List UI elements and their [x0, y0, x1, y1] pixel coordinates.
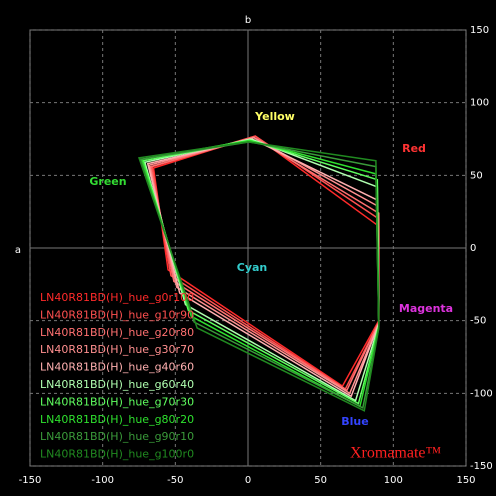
legend-entry: LN40R81BD(H)_hue_g30r70	[40, 343, 194, 356]
vertex-annotation: Yellow	[254, 110, 295, 123]
brand-label: Xromamate™	[350, 445, 442, 462]
x-tick-label: -100	[91, 475, 114, 486]
legend-entry: LN40R81BD(H)_hue_g10r90	[40, 308, 194, 321]
x-tick-label: -50	[167, 475, 183, 486]
vertex-annotation: Red	[402, 142, 426, 155]
y-tick-label: 0	[470, 243, 476, 254]
vertex-annotation: Magenta	[399, 302, 453, 315]
y-tick-label: -100	[470, 388, 493, 399]
y-tick-label: -50	[470, 316, 486, 327]
x-tick-label: -150	[19, 475, 42, 486]
legend-entry: LN40R81BD(H)_hue_g80r20	[40, 413, 194, 426]
legend-entry: LN40R81BD(H)_hue_g40r60	[40, 361, 194, 374]
y-tick-label: 150	[470, 25, 489, 36]
vertex-annotation: Green	[89, 175, 126, 188]
y-tick-label: 50	[470, 170, 483, 181]
legend-entry: LN40R81BD(H)_hue_g70r30	[40, 395, 194, 408]
x-tick-label: 150	[456, 475, 475, 486]
gamut-polygon	[137, 141, 380, 412]
x-tick-label: 100	[384, 475, 403, 486]
legend-entry: LN40R81BD(H)_hue_g60r40	[40, 378, 194, 391]
x-tick-label: 50	[314, 475, 327, 486]
vertex-annotation: Blue	[341, 415, 368, 428]
x-tick-label: 0	[245, 475, 251, 486]
x-axis-label: a	[15, 245, 21, 256]
legend-entry: LN40R81BD(H)_hue_g100r0	[40, 448, 194, 461]
legend-entry: LN40R81BD(H)_hue_g90r10	[40, 430, 194, 443]
y-tick-label: 100	[470, 98, 489, 109]
legend-entry: LN40R81BD(H)_hue_g20r80	[40, 326, 194, 339]
y-axis-label: b	[245, 15, 251, 26]
vertex-annotation: Cyan	[237, 261, 268, 274]
y-tick-label: -150	[470, 461, 493, 472]
legend-entry: LN40R81BD(H)_hue_g0r100	[40, 291, 194, 304]
